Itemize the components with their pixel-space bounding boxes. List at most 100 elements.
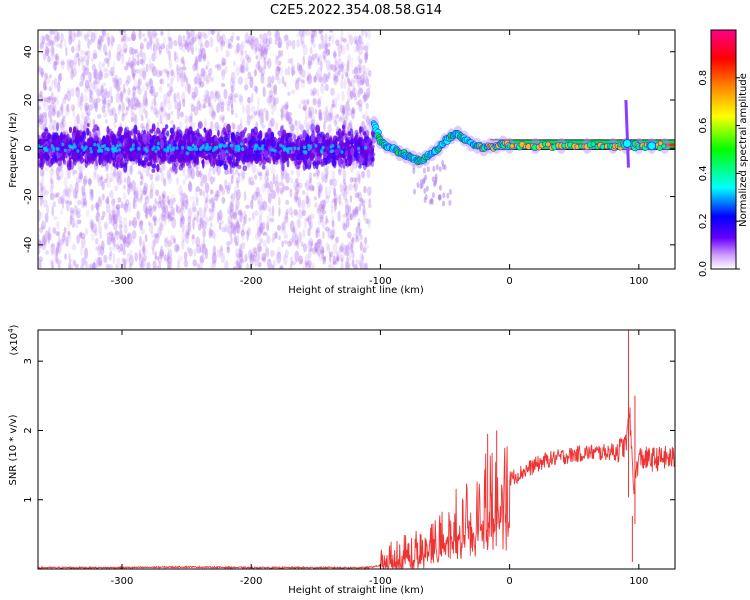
- spectrogram-band-cell: [201, 158, 205, 169]
- spectrogram-noise-cell: [254, 210, 258, 217]
- spectrogram-noise-cell: [68, 262, 72, 269]
- spectrogram-noise-cell: [351, 236, 355, 245]
- spectrogram-noise-cell: [361, 114, 366, 120]
- spectrogram-band-peak: [106, 147, 110, 152]
- spectrogram-noise-cell: [215, 165, 219, 173]
- spectrogram-noise-cell: [60, 194, 65, 205]
- spectrogram-noise-cell: [84, 51, 88, 56]
- spectrogram-noise-cell: [101, 104, 106, 113]
- spectrogram-noise-cell: [115, 92, 120, 104]
- spectrogram-noise-cell: [318, 43, 322, 50]
- spectrogram-noise-cell: [334, 75, 339, 83]
- spectrogram-noise-cell: [79, 96, 83, 107]
- spectrogram-noise-cell: [114, 112, 118, 123]
- spectrogram-noise-cell: [71, 45, 75, 53]
- spectrogram-noise-cell: [154, 176, 158, 182]
- spectrogram-noise-cell: [46, 204, 50, 215]
- spectrogram-noise-cell: [348, 183, 353, 191]
- spectrogram-noise-cell: [360, 87, 364, 94]
- spectrogram-noise-cell: [167, 240, 173, 248]
- spectrogram-noise-cell: [141, 67, 147, 79]
- spectrogram-noise-cell: [182, 179, 186, 185]
- spectrogram-band-peak: [289, 146, 293, 151]
- spectrogram-noise-cell: [331, 220, 335, 228]
- spectrogram-noise-cell: [47, 104, 52, 111]
- spectrogram-noise-cell: [238, 248, 242, 259]
- spectrogram-noise-cell: [38, 256, 43, 263]
- spectrogram-noise-cell: [155, 189, 160, 197]
- spectrogram-noise-cell: [167, 30, 170, 40]
- spectrogram-band-peak: [364, 146, 368, 150]
- spectrogram-noise-cell: [312, 246, 318, 253]
- spectrogram-band-peak: [234, 144, 238, 149]
- spectrogram-band-peak: [111, 144, 115, 149]
- spectrogram-band-cell: [128, 130, 133, 136]
- spectrogram-noise-cell: [145, 123, 149, 133]
- spectrogram-noise-cell: [122, 258, 128, 267]
- spectrogram-noise-cell: [291, 39, 296, 50]
- spectrogram-noise-cell: [61, 197, 65, 209]
- spectrogram-noise-cell: [160, 171, 165, 183]
- spectrogram-noise-cell: [210, 77, 214, 82]
- spectrogram-noise-cell: [248, 33, 254, 46]
- spectrogram-noise-cell: [148, 220, 151, 227]
- spectrogram-noise-cell: [323, 256, 327, 262]
- spectrogram-noise-cell: [296, 238, 300, 250]
- spectrogram-noise-cell: [98, 70, 103, 81]
- spectrogram-noise-cell: [127, 98, 131, 108]
- spectrogram-noise-cell: [138, 77, 143, 87]
- spectrogram-noise-cell: [94, 201, 98, 209]
- spectrogram-noise-cell: [317, 238, 323, 249]
- spectrogram-noise-cell: [123, 236, 128, 244]
- spectrogram-band-peak: [234, 147, 238, 152]
- spectrogram-noise-cell: [219, 184, 224, 193]
- spectrogram-noise-cell: [298, 182, 303, 189]
- spectrogram-band-peak: [331, 149, 335, 153]
- spectrogram-noise-cell: [259, 33, 264, 40]
- spectrogram-noise-cell: [362, 209, 367, 222]
- spectrogram-noise-cell: [225, 101, 231, 106]
- spectrogram-noise-cell: [323, 173, 328, 184]
- spectrogram-noise-cell: [365, 30, 368, 39]
- spectrogram-noise-cell: [191, 233, 195, 245]
- spectrogram-noise-cell: [248, 217, 252, 222]
- spectrogram-noise-cell: [95, 237, 99, 245]
- spectrogram-band-cell: [72, 126, 77, 134]
- spectrogram-noise-cell: [339, 38, 343, 50]
- spectrogram-noise-cell: [307, 227, 311, 237]
- spectrogram-noise-cell: [114, 230, 120, 240]
- spectrogram-noise-cell: [79, 49, 85, 56]
- spectrogram-noise-cell: [244, 253, 248, 262]
- spectrogram-noise-cell: [115, 203, 121, 210]
- spectrogram-noise-cell: [209, 207, 212, 216]
- spectrogram-noise-cell: [60, 58, 65, 70]
- spectrogram-band-cell: [164, 124, 169, 130]
- spectrogram-noise-cell: [125, 79, 129, 86]
- spectrogram-noise-cell: [185, 222, 190, 235]
- spectrogram-noise-cell: [59, 120, 65, 129]
- spectrogram-noise-cell: [187, 181, 193, 193]
- spectrogram-noise-cell: [309, 46, 313, 55]
- spectrogram-noise-cell: [252, 111, 256, 119]
- spectrogram-band-cell: [48, 160, 52, 168]
- spectrogram-noise-cell: [105, 32, 110, 41]
- spectrogram-noise-cell: [122, 83, 126, 93]
- spectrogram-noise-cell: [103, 109, 108, 118]
- spectrogram-noise-cell: [57, 243, 62, 254]
- spectrogram-band-peak: [270, 147, 274, 152]
- spectrogram-noise-cell: [340, 188, 346, 197]
- spectrogram-noise-cell: [331, 99, 335, 109]
- spectrogram-noise-cell: [176, 72, 180, 82]
- spectrogram-noise-cell: [192, 63, 197, 72]
- spectrogram-band-peak: [102, 144, 106, 148]
- spectrogram-noise-cell: [176, 92, 180, 100]
- spectrogram-noise-cell: [253, 110, 258, 116]
- spectrogram-band-cell: [38, 159, 42, 169]
- spectrogram-noise-cell: [148, 36, 153, 47]
- spectrogram-noise-cell: [239, 170, 243, 177]
- spectrogram-noise-cell: [119, 49, 124, 57]
- spectrogram-noise-cell: [254, 174, 258, 180]
- spectrogram-noise-cell: [332, 51, 337, 57]
- spectrogram-noise-cell: [132, 216, 138, 229]
- spectrogram-noise-cell: [210, 230, 216, 239]
